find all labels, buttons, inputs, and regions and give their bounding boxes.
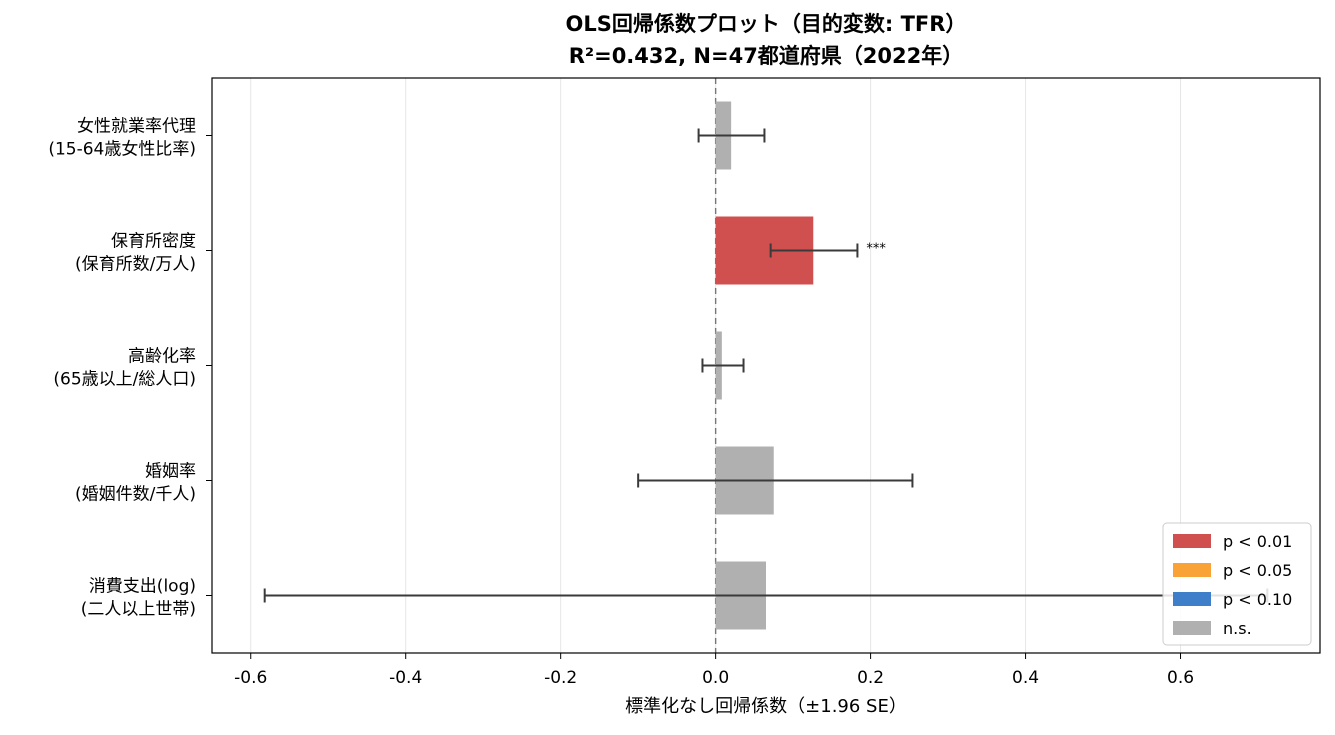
y-tick-label-line: (15-64歳女性比率) [48,140,196,160]
error-bars [263,128,1269,603]
x-tick-label: -0.6 [234,668,267,688]
x-tick-label: -0.2 [544,668,577,688]
error-bar [697,128,766,143]
y-tick-label-line: 婚姻率 [145,462,196,482]
y-tick-label-line: 保育所密度 [111,232,196,252]
x-axis-ticks: -0.6 -0.4 -0.2 0.0 0.2 0.4 0.6 [234,653,1194,688]
y-tick-label-line: (65歳以上/総人口) [53,370,196,390]
chart-title-line-1: OLS回帰係数プロット（目的変数: TFR） [566,12,967,36]
significance-labels: *** [866,242,886,257]
error-bar [769,243,859,258]
y-tick-label-line: (婚姻件数/千人) [75,485,196,505]
x-tick-label: -0.4 [389,668,422,688]
x-tick-label: 0.0 [702,668,729,688]
legend-label: p < 0.10 [1223,590,1292,609]
error-bar [637,473,914,488]
chart-title-line-2: R²=0.432, N=47都道府県（2022年） [569,44,964,68]
y-tick-label: 保育所密度 (保育所数/万人) [75,232,196,275]
x-tick-label: 0.6 [1167,668,1194,688]
legend-label: n.s. [1223,619,1252,638]
x-axis-label: 標準化なし回帰係数（±1.96 SE） [625,696,907,717]
legend-box [1162,522,1312,646]
legend-swatch [1173,563,1211,577]
y-tick-label: 婚姻率 (婚姻件数/千人) [75,462,196,505]
y-tick-label: 女性就業率代理 (15-64歳女性比率) [48,117,196,160]
legend-label: p < 0.01 [1223,532,1292,551]
y-tick-label: 高齢化率 (65歳以上/総人口) [53,347,196,390]
y-tick-label-line: 高齢化率 [128,347,196,367]
legend-swatch [1173,592,1211,606]
error-bar [701,358,745,373]
y-tick-label-line: (保育所数/万人) [75,255,196,275]
significance-stars: *** [866,242,886,257]
chart-title: OLS回帰係数プロット（目的変数: TFR） R²=0.432, N=47都道府… [566,12,967,68]
y-tick-label-line: 消費支出(log) [89,577,196,597]
legend-label: p < 0.05 [1223,561,1292,580]
legend: p < 0.01 p < 0.05 p < 0.10 n.s. [1162,522,1312,646]
y-axis-ticks: 女性就業率代理 (15-64歳女性比率) 保育所密度 (保育所数/万人) 高齢化率 (65… [48,117,212,620]
x-tick-label: 0.2 [857,668,884,688]
x-tick-label: 0.4 [1012,668,1039,688]
y-tick-label: 消費支出(log) (二人以上世帯) [81,577,196,620]
y-tick-label-line: (二人以上世帯) [81,600,196,620]
legend-swatch [1173,621,1211,635]
y-tick-label-line: 女性就業率代理 [77,117,196,137]
legend-swatch [1173,534,1211,548]
